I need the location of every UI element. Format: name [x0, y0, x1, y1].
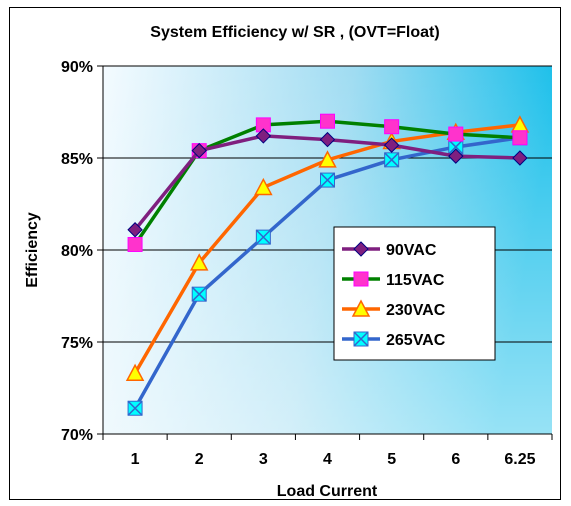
diamond-marker [353, 241, 369, 257]
y-tick-label: 85% [61, 151, 93, 168]
triangle-marker [189, 253, 209, 271]
triangle-marker [254, 177, 273, 196]
diamond-marker [127, 222, 143, 238]
legend-label: 90VAC [386, 242, 437, 259]
square-marker [353, 271, 369, 287]
x-tick-label: 2 [195, 451, 204, 468]
chart-title: System Efficiency w/ SR , (OVT=Float) [150, 24, 439, 41]
x-axis-label: Load Current [277, 483, 378, 500]
diamond-marker [319, 131, 336, 148]
x-marker-stroke [319, 172, 336, 188]
x-marker-stroke [353, 331, 369, 347]
x-marker-stroke [191, 286, 207, 302]
x-marker-stroke [127, 400, 143, 416]
y-tick-label: 75% [61, 335, 93, 352]
x-tick-label: 4 [323, 451, 332, 468]
square-marker [127, 236, 143, 252]
efficiency-chart: System Efficiency w/ SR , (OVT=Float) 70… [24, 24, 553, 500]
chart-frame: System Efficiency w/ SR , (OVT=Float) 70… [9, 7, 561, 500]
square-marker [320, 113, 335, 129]
y-tick-label: 80% [61, 243, 93, 260]
triangle-marker [318, 150, 337, 168]
x-tick-label: 6 [451, 451, 460, 468]
x-marker-stroke [255, 229, 271, 245]
square-marker [512, 130, 528, 146]
diamond-marker [512, 150, 528, 166]
triangle-marker [125, 363, 145, 382]
x-tick-label: 1 [131, 451, 140, 468]
diamond-marker [191, 142, 207, 159]
legend-label: 265VAC [386, 332, 446, 349]
x-tick-label: 6.25 [504, 451, 535, 468]
y-axis-label: Efficiency [24, 212, 41, 288]
triangle-marker [351, 299, 371, 317]
square-marker [384, 119, 400, 135]
square-marker [448, 126, 464, 142]
diamond-marker [383, 137, 400, 153]
x-marker-stroke [448, 139, 464, 155]
series-90vac [127, 128, 528, 238]
x-tick-label: 3 [259, 451, 268, 468]
x-marker-stroke [384, 152, 400, 168]
diamond-marker [448, 148, 464, 164]
y-tick-label: 90% [61, 59, 93, 76]
legend-label: 230VAC [386, 302, 446, 319]
legend-label: 115VAC [386, 272, 445, 289]
diamond-marker [255, 128, 272, 144]
legend: 90VAC 115VAC 230VAC 265VAC [333, 226, 496, 361]
y-tick-label: 70% [61, 427, 93, 444]
x-tick-label: 5 [387, 451, 396, 468]
